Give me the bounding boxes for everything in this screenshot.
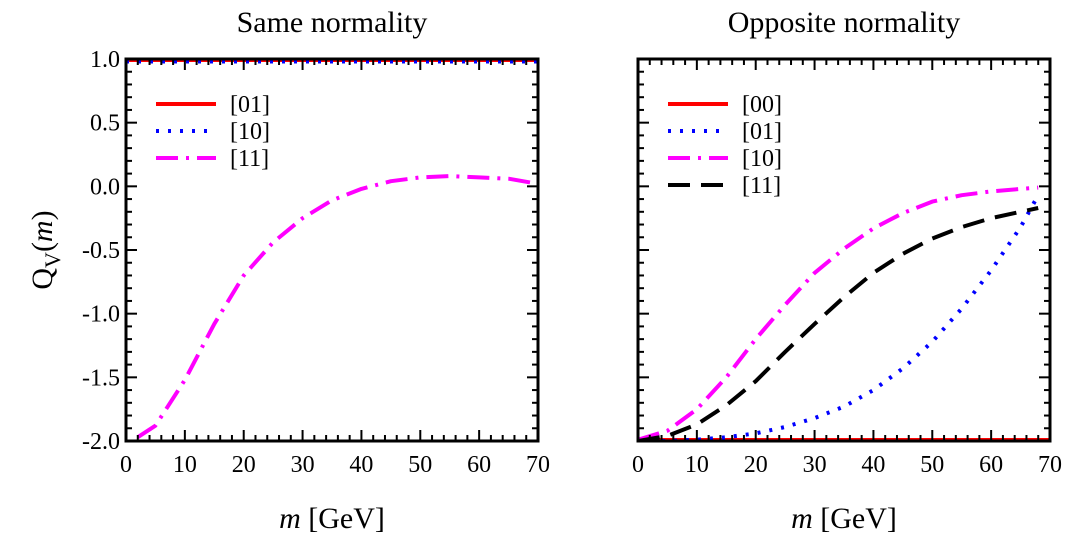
series-group [126,59,538,439]
legend: [00][01][10][11] [668,92,782,199]
x-tick-label: 30 [803,452,827,478]
x-tick-label: 10 [685,452,709,478]
legend-label: [01] [742,119,782,145]
chart-title: Opposite normality [728,6,960,39]
x-tick-label: 40 [349,452,373,478]
x-tick-label: 60 [467,452,491,478]
y-tick-label: -1.5 [82,365,120,391]
x-axis-label: m [GeV] [279,502,385,534]
x-tick-label: 0 [632,452,644,478]
x-axis-label-unit: [GeV] [301,502,385,534]
x-tick-label: 30 [291,452,315,478]
y-tick-label: -2.0 [82,429,120,455]
plot-frame [636,57,1052,443]
x-axis-label-var: m [791,502,813,534]
plot-frame [124,57,540,443]
x-tick-label: 20 [744,452,768,478]
y-axis-label-open: ( [26,242,59,252]
y-tick-label: 0.5 [90,111,120,137]
x-tick-label: 20 [232,452,256,478]
series-line-11 [638,206,1039,441]
x-tick-label: 40 [861,452,885,478]
chart-title: Same normality [237,6,428,39]
panel-same-normality: Same normality 0 10 20 30 40 50 60 70 1.0 0.5 0.0 -0… [82,6,550,534]
x-axis-label-var: m [279,502,301,534]
series-line-10 [638,185,1039,441]
y-tick-label: 1.0 [90,47,120,73]
legend-label: [01] [230,92,270,118]
x-tick-label: 10 [173,452,197,478]
legend-label: [11] [230,146,269,172]
x-tick-label: 0 [120,452,132,478]
y-axis-label-close: ) [26,210,59,220]
x-tick-label: 70 [1038,452,1062,478]
series-line-01 [638,194,1040,441]
y-axis-label-main: Q [26,268,59,290]
y-axis-label-var: m [26,220,59,242]
x-tick-label: 50 [920,452,944,478]
legend: [01][10][11] [156,92,270,172]
y-tick-label: -0.5 [82,238,120,264]
legend-label: [10] [742,146,782,172]
y-tick-label: 0.0 [90,174,120,200]
y-tick-label: -1.0 [82,302,120,328]
panel-opposite-normality: Opposite normality 0 10 20 30 40 50 60 70 m [GeV]… [632,6,1062,534]
legend-label: [00] [742,92,782,118]
x-tick-label: 50 [408,452,432,478]
x-tick-label: 60 [979,452,1003,478]
x-tick-label: 70 [526,452,550,478]
legend-label: [10] [230,119,270,145]
series-line-11 [136,174,538,439]
y-axis-label: QV(m) [26,210,65,289]
series-group [638,185,1050,441]
x-axis-label: m [GeV] [791,502,897,534]
x-axis-label-unit: [GeV] [813,502,897,534]
legend-label: [11] [742,173,781,199]
y-axis-label-sub: V [40,252,65,268]
